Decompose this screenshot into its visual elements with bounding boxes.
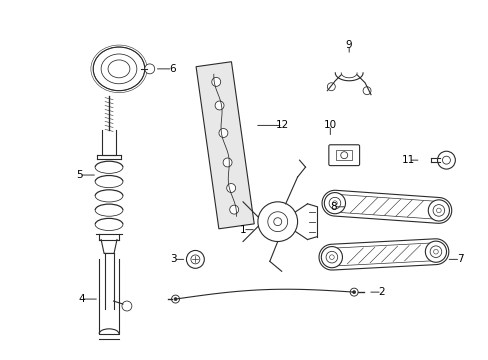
Text: 10: 10 — [323, 121, 336, 130]
Circle shape — [226, 184, 235, 193]
Polygon shape — [322, 190, 451, 223]
Circle shape — [362, 87, 370, 95]
Ellipse shape — [93, 47, 144, 91]
Text: 4: 4 — [78, 294, 84, 304]
Circle shape — [144, 64, 154, 74]
Text: 7: 7 — [456, 255, 463, 264]
Text: 8: 8 — [329, 202, 336, 212]
Circle shape — [325, 251, 337, 263]
Circle shape — [328, 197, 340, 209]
Text: 9: 9 — [345, 40, 352, 50]
Circle shape — [223, 158, 232, 167]
Circle shape — [273, 218, 281, 226]
Circle shape — [257, 202, 297, 242]
Circle shape — [174, 298, 177, 301]
Circle shape — [190, 255, 200, 264]
Text: 2: 2 — [378, 287, 385, 297]
Circle shape — [186, 251, 204, 268]
Text: 5: 5 — [76, 170, 82, 180]
Circle shape — [437, 151, 454, 169]
Circle shape — [432, 204, 444, 216]
Polygon shape — [326, 243, 440, 266]
Ellipse shape — [108, 60, 130, 78]
Circle shape — [442, 156, 449, 164]
Circle shape — [427, 200, 448, 221]
Circle shape — [122, 301, 132, 311]
Circle shape — [352, 291, 355, 294]
Circle shape — [215, 101, 224, 110]
Circle shape — [219, 129, 227, 138]
FancyBboxPatch shape — [328, 145, 359, 166]
Circle shape — [326, 83, 335, 91]
Polygon shape — [329, 194, 443, 219]
Circle shape — [433, 249, 437, 254]
Circle shape — [329, 255, 333, 260]
Circle shape — [429, 246, 441, 257]
Text: 12: 12 — [276, 121, 289, 130]
Circle shape — [267, 212, 287, 231]
Circle shape — [324, 193, 345, 214]
Circle shape — [425, 241, 446, 262]
Text: 1: 1 — [239, 225, 246, 235]
Text: 3: 3 — [170, 255, 177, 264]
Text: 6: 6 — [169, 64, 176, 74]
Circle shape — [436, 208, 440, 213]
Bar — [336, 150, 351, 160]
Ellipse shape — [101, 54, 137, 84]
Circle shape — [349, 288, 357, 296]
Circle shape — [332, 201, 337, 206]
Circle shape — [229, 205, 238, 214]
Circle shape — [171, 295, 179, 303]
Polygon shape — [318, 239, 448, 270]
Circle shape — [211, 77, 220, 86]
Circle shape — [321, 247, 342, 268]
Circle shape — [340, 152, 347, 159]
Text: 11: 11 — [401, 155, 414, 165]
Bar — [196, 62, 254, 229]
